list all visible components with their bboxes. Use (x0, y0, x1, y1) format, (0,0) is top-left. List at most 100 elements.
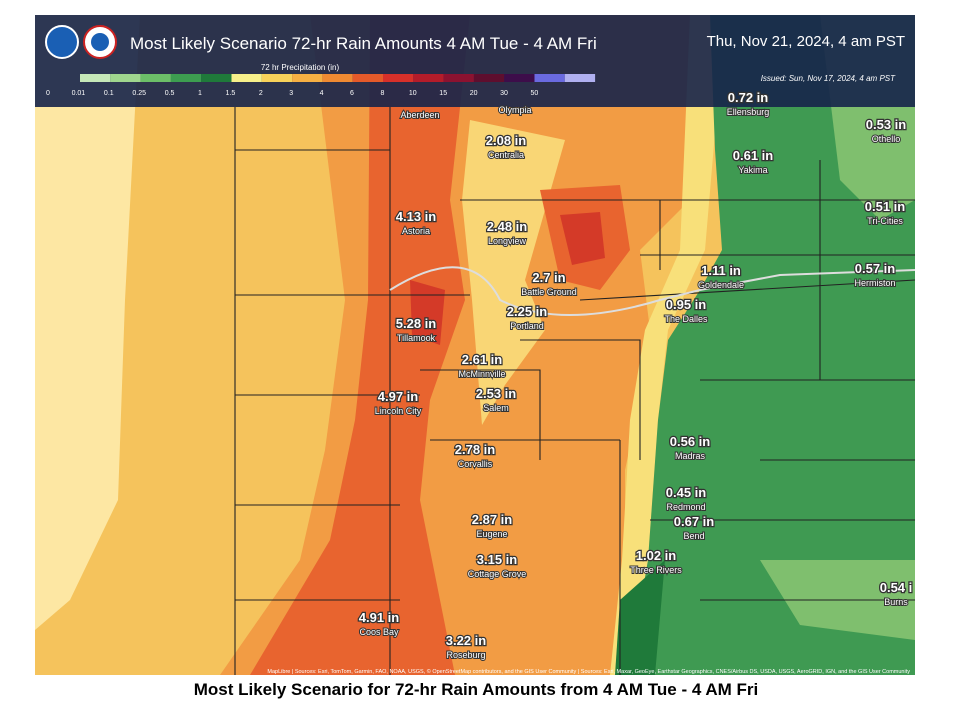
header-date: Thu, Nov 21, 2024, 4 am PST (707, 33, 905, 50)
legend: 0 0.01 0.1 0.25 0.5 1 1.5 2 3 4 6 8 10 15 20 30 50 (46, 74, 596, 97)
legend-tick-label: 10 (409, 90, 417, 97)
nws-logo-center (91, 33, 109, 51)
city-name: Eugene (476, 529, 507, 539)
legend-swatch (170, 74, 202, 82)
attribution: MapLibre | Sources: Esri, TomTom, Garmin… (267, 668, 910, 675)
legend-swatch (140, 74, 171, 82)
city-amount: 5.28 in (396, 316, 437, 331)
legend-swatch (292, 74, 323, 82)
legend-tick-label: 3 (289, 90, 293, 97)
city-amount: 2.25 in (507, 304, 548, 319)
city-amount: 0.54 i (880, 580, 913, 595)
legend-swatch (443, 74, 474, 82)
legend-swatch (322, 74, 353, 82)
header-bar (35, 15, 915, 107)
legend-tick-label: 15 (439, 90, 447, 97)
legend-swatch (564, 74, 596, 82)
city-name: Astoria (402, 226, 430, 236)
city-amount: 2.53 in (476, 386, 517, 401)
city-name: Ellensburg (727, 107, 770, 117)
city-amount: 2.78 in (455, 442, 496, 457)
legend-tick-label: 30 (500, 90, 508, 97)
precip-light (35, 15, 140, 630)
city-labels: Aberdeen Olympia 0.72 in Ellensburg 0.53 in O… (358, 89, 914, 661)
legend-swatch (413, 74, 444, 82)
caption: Most Likely Scenario for 72-hr Rain Amou… (194, 680, 759, 699)
noaa-logo (45, 25, 79, 59)
legend-tick-label: 1.5 (226, 90, 236, 97)
city-name: The Dalles (664, 314, 708, 324)
header-title: Most Likely Scenario 72-hr Rain Amounts … (130, 34, 597, 53)
city-amount: 4.97 in (378, 389, 419, 404)
issued-text: Issued: Sun, Nov 17, 2024, 4 am PST (761, 74, 896, 83)
state-border (389, 266, 915, 316)
city-amount: 0.51 in (865, 199, 906, 214)
legend-tick-label: 0 (46, 90, 50, 97)
legend-swatch (534, 74, 565, 82)
city-name: Yakima (738, 165, 767, 175)
city-amount: 0.45 in (666, 485, 707, 500)
legend-tick-label: 2 (259, 90, 263, 97)
city-name: Redmond (666, 502, 705, 512)
city-name: Three Rivers (630, 565, 682, 575)
precip-red (560, 212, 605, 265)
city-name: Portland (510, 321, 544, 331)
city-amount: 1.02 in (636, 548, 677, 563)
legend-swatch (261, 74, 293, 82)
precip-dark-green (615, 560, 665, 675)
city-amount: 2.87 in (472, 512, 513, 527)
legend-swatch (504, 74, 535, 82)
legend-tick-label: 20 (470, 90, 478, 97)
legend-swatch (201, 74, 232, 82)
city-amount: 0.53 in (866, 117, 907, 132)
legend-tick-label: 0.5 (165, 90, 175, 97)
precip-red-orange (250, 15, 470, 675)
precip-red (410, 280, 445, 345)
city-name: Hermiston (854, 278, 895, 288)
precip-yellow (610, 15, 725, 675)
city-amount: 0.72 in (728, 90, 769, 105)
city-name: McMinnville (458, 369, 505, 379)
legend-tick-label: 8 (380, 90, 384, 97)
city-amount: 3.22 in (446, 633, 487, 648)
city-name: Madras (675, 451, 706, 461)
city-amount: 2.7 in (532, 270, 565, 285)
legend-tick-label: 4 (320, 90, 324, 97)
city-name: Salem (483, 403, 509, 413)
legend-tick-label: 1 (198, 90, 202, 97)
city-amount: 1.11 in (701, 263, 741, 278)
legend-swatch (383, 74, 414, 82)
legend-tick-label: 0.01 (72, 90, 86, 97)
city-name: Goldendale (698, 280, 744, 290)
city-amount: 4.91 in (359, 610, 400, 625)
city-amount: 0.56 in (670, 434, 711, 449)
legend-tick-label: 6 (350, 90, 354, 97)
legend-swatch (352, 74, 383, 82)
city-name: Coos Bay (359, 627, 399, 637)
city-name: Burns (884, 597, 908, 607)
city-name: Centralia (488, 150, 524, 160)
legend-tick-label: 0.25 (132, 90, 146, 97)
city-name: Cottage Grove (468, 569, 527, 579)
legend-title: 72 hr Precipitation (in) (261, 63, 340, 72)
city-name: Bend (683, 531, 704, 541)
county-border (234, 107, 915, 675)
city-amount: 0.57 in (855, 261, 896, 276)
city-amount: 3.15 in (477, 552, 518, 567)
city-amount: 2.08 in (486, 133, 527, 148)
city-amount: 0.95 in (666, 297, 707, 312)
city-name: Olympia (498, 105, 531, 115)
city-amount: 0.61 in (733, 148, 774, 163)
city-name: Othello (872, 134, 901, 144)
legend-swatch (473, 74, 505, 82)
legend-tick-label: 0.1 (104, 90, 114, 97)
county-borders (234, 107, 915, 675)
city-name: Longview (488, 236, 527, 246)
legend-tick-label: 50 (531, 90, 539, 97)
city-name: Corvallis (458, 459, 493, 469)
city-name: Roseburg (446, 650, 485, 660)
city-name: Tri-Cities (867, 216, 903, 226)
legend-swatch (110, 74, 141, 82)
